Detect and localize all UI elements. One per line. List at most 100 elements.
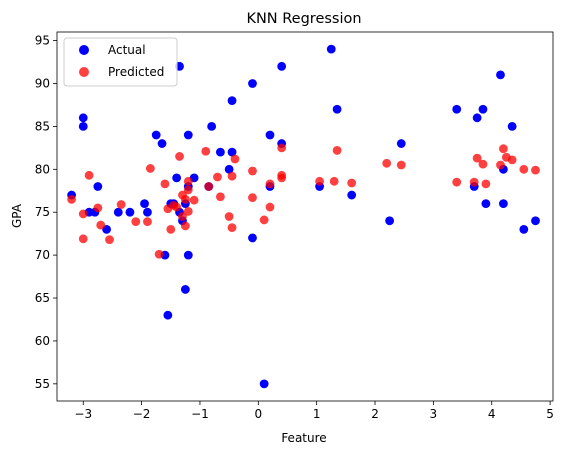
- x-tick-label: 2: [371, 407, 379, 421]
- y-axis: 55 60 65 70 75 80 85 90 95: [35, 34, 57, 391]
- y-tick-label: 55: [35, 377, 50, 391]
- predicted-point: [172, 202, 182, 212]
- predicted-point: [143, 217, 152, 227]
- y-tick-label: 75: [35, 205, 50, 219]
- y-axis-label: GPA: [10, 203, 24, 228]
- predicted-point: [265, 202, 275, 212]
- predicted-point: [259, 215, 269, 225]
- predicted-point: [227, 223, 237, 233]
- actual-point: [265, 130, 275, 140]
- predicted-point: [478, 159, 488, 169]
- x-tick-label: −1: [191, 407, 209, 421]
- legend: Actual Predicted: [63, 37, 178, 87]
- x-axis-label: Feature: [281, 431, 326, 445]
- predicted-point: [332, 146, 342, 155]
- actual-point: [227, 96, 237, 106]
- legend-label-predicted: Predicted: [108, 65, 164, 79]
- predicted-point: [499, 144, 508, 154]
- x-tick-label: 4: [488, 407, 496, 421]
- predicted-point: [481, 179, 491, 189]
- actual-point: [78, 122, 88, 131]
- predicted-point: [201, 146, 211, 156]
- actual-point: [151, 130, 161, 140]
- predicted-point: [67, 194, 76, 204]
- actual-point: [347, 190, 357, 200]
- actual-point: [248, 233, 257, 243]
- predicted-point: [105, 235, 114, 245]
- predicted-point: [277, 143, 287, 153]
- actual-point: [183, 130, 193, 140]
- predicted-point: [78, 209, 88, 219]
- actual-point: [180, 285, 190, 294]
- predicted-point: [183, 185, 193, 195]
- actual-point: [499, 199, 508, 209]
- plot-frame: [56, 31, 554, 402]
- actual-point: [125, 207, 135, 217]
- plot-layer: [67, 44, 540, 389]
- predicted-point: [96, 220, 106, 230]
- predicted-point: [315, 176, 324, 186]
- actual-point: [478, 104, 488, 114]
- actual-point: [227, 147, 237, 157]
- actual-point: [396, 139, 406, 148]
- x-tick-label: 3: [430, 407, 438, 421]
- actual-point: [531, 216, 540, 226]
- predicted-point: [507, 155, 517, 165]
- predicted-point: [131, 217, 141, 227]
- actual-point: [507, 122, 517, 131]
- predicted-point: [215, 192, 225, 202]
- chart-title: KNN Regression: [246, 11, 361, 27]
- y-tick-label: 65: [35, 291, 50, 305]
- predicted-point: [496, 160, 505, 170]
- predicted-point: [213, 172, 222, 182]
- predicted-point: [178, 212, 187, 221]
- actual-point: [163, 310, 173, 320]
- actual-point: [224, 164, 234, 174]
- predicted-point: [469, 177, 479, 187]
- actual-point: [113, 207, 123, 217]
- predicted-point: [224, 212, 234, 221]
- actual-point: [207, 122, 217, 131]
- predicted-point: [189, 195, 199, 205]
- predicted-point: [230, 154, 240, 164]
- actual-point: [385, 216, 395, 226]
- predicted-point: [84, 170, 94, 180]
- predicted-point: [347, 178, 357, 188]
- predicted-point: [180, 194, 190, 204]
- actual-point: [183, 250, 193, 260]
- actual-point: [519, 224, 529, 234]
- actual-point: [326, 44, 336, 54]
- actual-point: [172, 173, 182, 183]
- predicted-point: [277, 173, 287, 183]
- x-tick-label: 0: [254, 407, 262, 421]
- y-tick-label: 80: [35, 162, 50, 176]
- predicted-point: [78, 234, 88, 244]
- predicted-point: [145, 164, 155, 173]
- predicted-point: [227, 171, 237, 181]
- predicted-point: [180, 221, 190, 231]
- actual-point: [472, 113, 482, 123]
- predicted-point: [204, 182, 214, 191]
- x-tick-label: −2: [133, 407, 151, 421]
- predicted-point: [166, 224, 176, 234]
- actual-point: [248, 79, 257, 88]
- actual-point: [481, 199, 491, 209]
- y-tick-label: 90: [35, 76, 50, 90]
- actual-point: [78, 113, 88, 123]
- actual-point: [259, 379, 269, 389]
- y-tick-label: 85: [35, 119, 50, 133]
- actual-point: [140, 199, 149, 209]
- x-tick-label: 1: [313, 407, 321, 421]
- predicted-point: [452, 177, 462, 187]
- predicted-point: [93, 203, 103, 213]
- x-axis: −3 −2 −1 0 1 2 3 4 5: [74, 401, 554, 421]
- y-tick-label: 60: [35, 334, 50, 348]
- actual-point: [143, 207, 152, 217]
- predicted-point: [183, 206, 193, 216]
- x-tick-label: 5: [546, 407, 554, 421]
- legend-marker-actual: [79, 45, 89, 55]
- actual-point: [215, 147, 225, 157]
- x-tick-label: −3: [74, 407, 92, 421]
- predicted-point: [382, 158, 392, 168]
- actual-point: [452, 104, 462, 114]
